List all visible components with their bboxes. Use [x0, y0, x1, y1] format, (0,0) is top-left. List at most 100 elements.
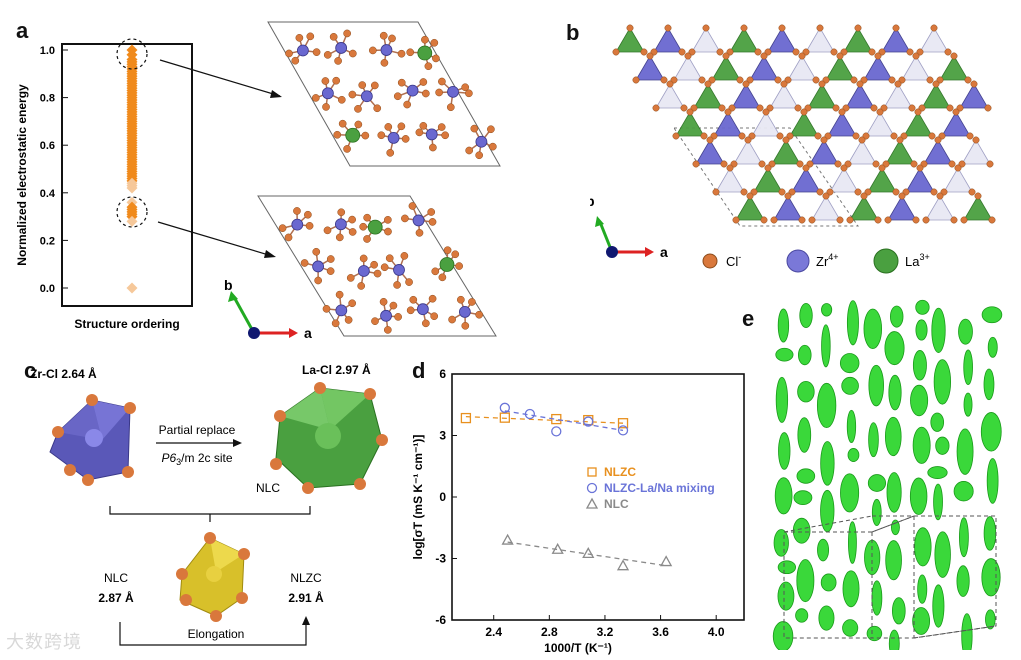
energy-points: [126, 44, 138, 294]
cl-atom: [792, 48, 800, 56]
cl-atom: [406, 48, 415, 57]
polyhedron: [887, 195, 917, 221]
cl-atom: [850, 76, 858, 84]
polyhedron: [923, 139, 953, 165]
cl-atom: [868, 48, 876, 56]
cl-atom: [858, 136, 866, 144]
isosurface-blob: [890, 305, 904, 328]
zr-atom: [412, 214, 425, 227]
isosurface-blob: [927, 466, 948, 479]
cl-atom: [455, 262, 463, 270]
highlight-circle-low: [116, 196, 148, 228]
cl-atom: [430, 38, 439, 47]
cl-atom: [796, 160, 804, 168]
polyhedron: [961, 139, 991, 165]
cl-atom: [354, 105, 362, 113]
cl-atom: [348, 90, 357, 99]
cl-atom: [346, 274, 355, 282]
cl-atom: [306, 32, 315, 41]
cl-atom: [854, 24, 862, 32]
right-nlzc-label: NLZC: [290, 571, 322, 585]
cl-atom: [780, 80, 788, 88]
panel-letter-a: a: [16, 18, 29, 43]
zr-atom: [291, 218, 304, 231]
legend-zr: Zr4+: [816, 252, 839, 269]
cl-atom: [300, 259, 309, 267]
cl-atom: [712, 188, 720, 196]
cl-atom: [948, 160, 956, 168]
panel-a-frame: [61, 43, 193, 307]
cl-atom: [738, 132, 746, 140]
right-nlzc-value: 2.91 Å: [288, 590, 324, 605]
elongation-arrow: [119, 622, 307, 646]
data-point: [551, 542, 564, 554]
cl-atom: [852, 132, 860, 140]
cl-atom: [401, 214, 409, 223]
isosurface-blob: [884, 416, 902, 457]
cl-atom: [632, 76, 640, 84]
supercell-box: [783, 515, 997, 639]
legend-cl: Cl-: [726, 252, 741, 269]
polyhedron: [713, 111, 743, 137]
cl-atom: [405, 278, 413, 286]
data-point: [501, 533, 514, 545]
isosurface-blob: [820, 489, 835, 533]
arrow-bottom: [157, 221, 273, 257]
cl-atom: [461, 83, 470, 92]
cl-atom: [363, 213, 372, 222]
isosurface-blob: [777, 308, 790, 343]
cl-atom: [798, 216, 806, 224]
axis-b-label-a: b: [224, 277, 233, 293]
watermark: 大数跨境: [6, 632, 82, 652]
cl-atom: [401, 135, 410, 143]
isosurface-blob: [909, 477, 928, 515]
cl-atom: [438, 77, 446, 86]
cl-atom: [470, 124, 479, 133]
isosurface-blob: [917, 574, 928, 604]
isosurface-blob: [797, 380, 815, 403]
cl-atom: [954, 164, 962, 172]
lacl-label: La-Cl 2.97 Å: [302, 362, 371, 377]
cl-atom: [441, 131, 450, 140]
axis-b-label-b: b: [590, 193, 595, 209]
cl-atom: [774, 76, 782, 84]
cl-atom: [704, 80, 712, 88]
isosurface-blob: [866, 625, 883, 642]
y-tick-label: -6: [435, 613, 446, 627]
isosurface-blob: [888, 374, 902, 411]
cl-atom: [830, 48, 838, 56]
isosurface-blob: [963, 349, 973, 386]
cl-atom: [960, 216, 968, 224]
isosurface-blob: [773, 529, 789, 557]
cl-atom: [383, 326, 392, 334]
cl-atom: [664, 24, 672, 32]
cl-atom: [760, 52, 768, 60]
isosurface-blob: [796, 559, 815, 603]
cl-atom: [389, 301, 398, 310]
cl-atom: [295, 33, 304, 42]
cl-atom: [359, 254, 368, 263]
cl-atom: [304, 210, 312, 219]
polyhedron: [925, 195, 955, 221]
isosurface-blob: [847, 448, 860, 462]
cl-atom: [840, 164, 848, 172]
cl-atom: [333, 130, 342, 139]
isosurface-blob: [956, 428, 974, 475]
nlc-tag: NLC: [256, 481, 280, 495]
cl-atom: [348, 49, 357, 58]
cl-atom: [784, 192, 792, 200]
polyhedron: [769, 83, 799, 109]
polyhedron: [805, 27, 835, 53]
isosurface-blob: [842, 619, 859, 637]
polyhedron: [867, 167, 897, 193]
polyhedron: [673, 55, 703, 81]
isosurface-blob: [871, 498, 882, 527]
isosurface-blob: [915, 299, 930, 315]
isosurface-blob: [797, 344, 812, 366]
polyhedron: [615, 27, 645, 53]
cl-atom: [896, 136, 904, 144]
y-tick-label: 3: [439, 429, 446, 443]
polyhedron: [829, 167, 859, 193]
polyhedron: [863, 55, 893, 81]
panel-a-figure: 1.0 0.8 0.6 0.4 0.2 0.0 Normalized elect…: [15, 21, 501, 341]
